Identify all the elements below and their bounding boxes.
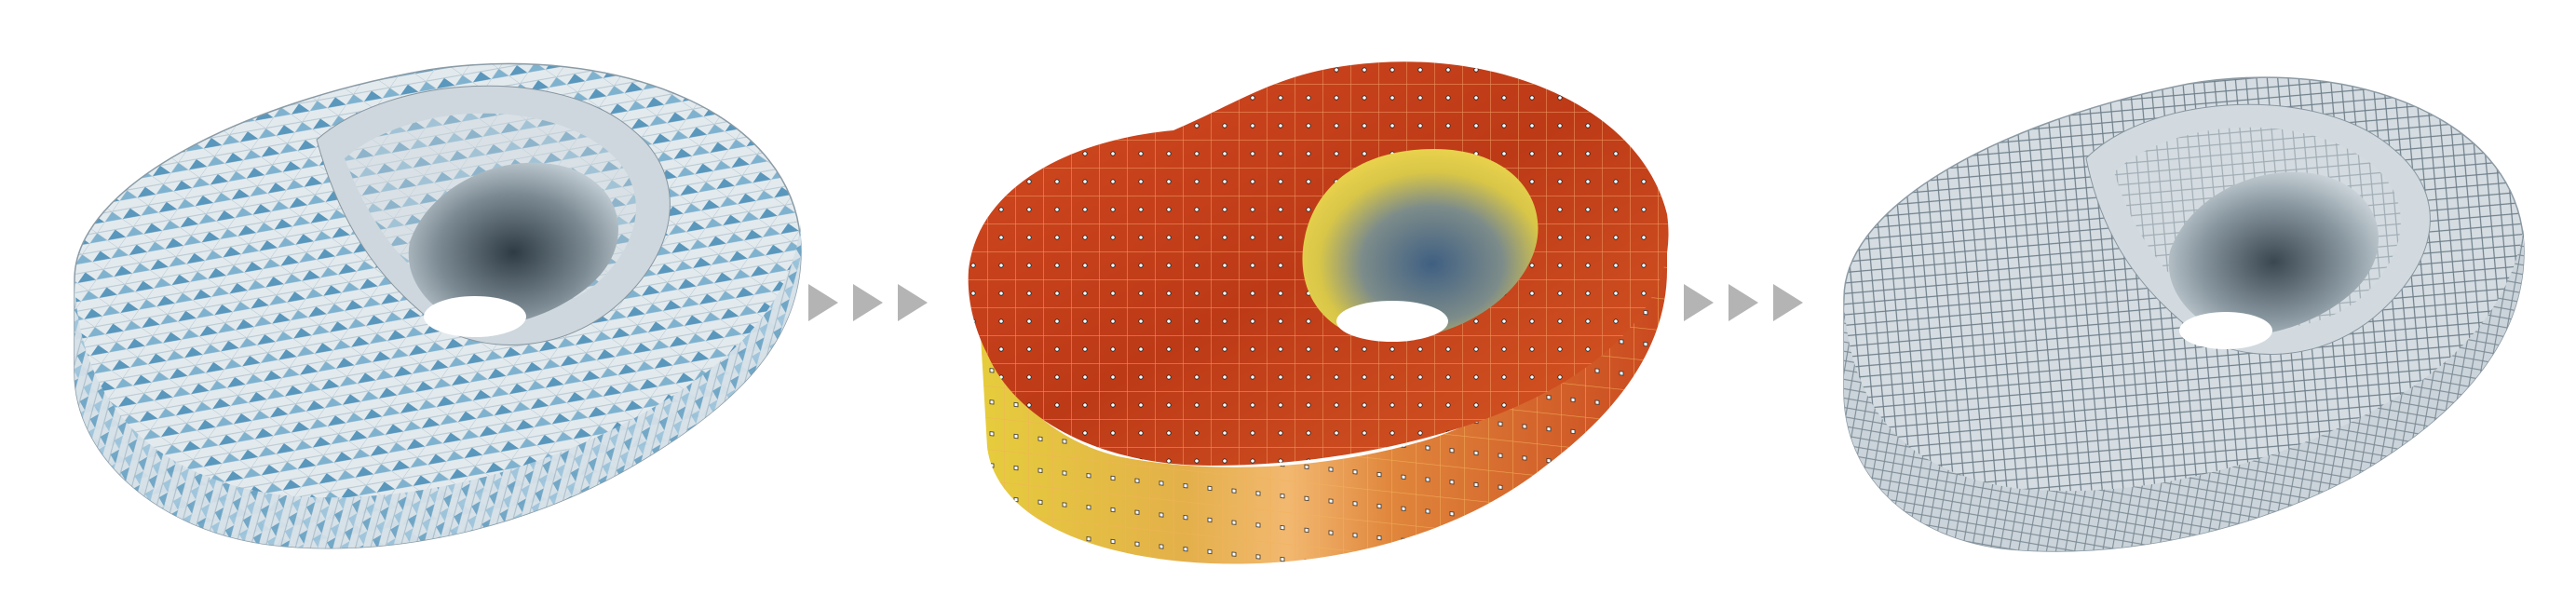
arrow-icon	[808, 284, 838, 321]
tiled-surface-panel	[37, 0, 820, 609]
arrow-icon	[853, 284, 883, 321]
arrow-icon	[898, 284, 928, 321]
process-arrows-2	[1676, 279, 1816, 326]
diamond-surface-panel	[1816, 0, 2552, 609]
mesh-inner-hole	[1302, 149, 1539, 341]
diamond-surface-image	[1843, 76, 2525, 552]
quad-mesh-panel	[931, 0, 1695, 609]
tiled-surface-image	[74, 62, 802, 549]
surface-side-band	[75, 223, 801, 548]
mesh-side-grid	[978, 233, 1667, 564]
arrow-icon	[1729, 284, 1758, 321]
surface-hole	[408, 162, 618, 326]
quad-mesh-image	[968, 61, 1669, 564]
diamond-surface-side	[1844, 228, 2524, 551]
process-arrows-1	[801, 279, 941, 326]
mesh-hole-opening	[1336, 301, 1448, 342]
diamond-hole-opening	[2179, 312, 2272, 349]
arrow-icon	[1684, 284, 1714, 321]
arrow-icon	[1773, 284, 1803, 321]
diamond-surface-hole	[2168, 171, 2379, 335]
surface-hole-opening	[424, 296, 526, 337]
